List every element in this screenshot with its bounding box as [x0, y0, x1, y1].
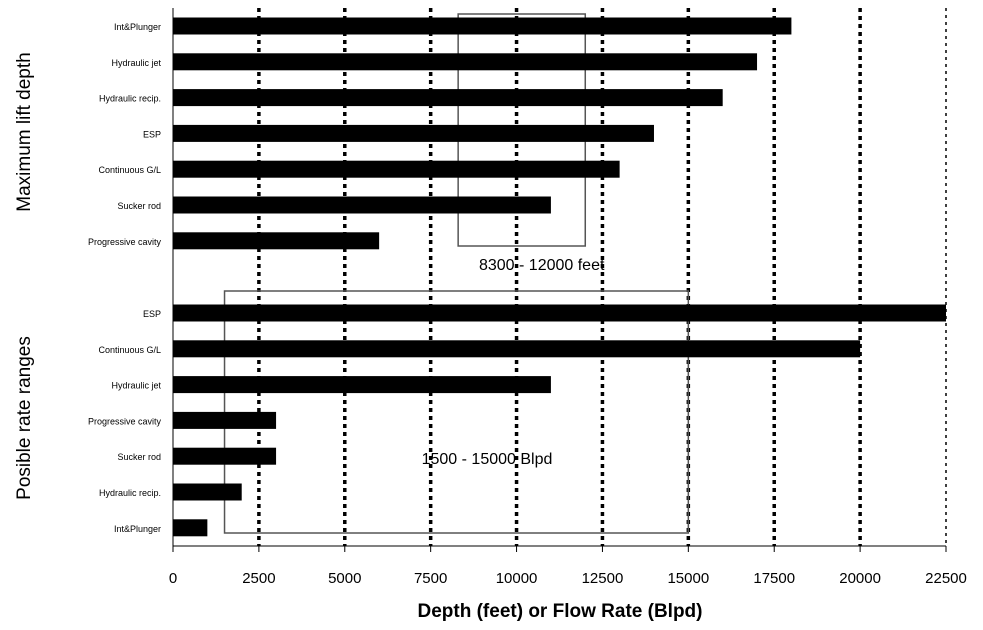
- axes: [172, 8, 947, 552]
- bar: [173, 17, 792, 35]
- category-label: Hydraulic recip.: [99, 94, 161, 104]
- x-tick-label: 15000: [667, 570, 709, 587]
- bar: [173, 376, 551, 394]
- x-tick-label: 12500: [582, 570, 624, 587]
- labels: 0 2500 5000 7500 10000 12500 15000 17500 20000 22…: [88, 22, 967, 587]
- bar: [173, 160, 620, 178]
- rate-range-label: 1500 - 15000 Blpd: [422, 451, 553, 468]
- x-axis-title: Depth (feet) or Flow Rate (Blpd): [418, 601, 703, 622]
- x-tick-label: 7500: [414, 570, 447, 587]
- bar: [173, 304, 946, 322]
- x-tick-label: 5000: [328, 570, 361, 587]
- bar: [173, 519, 208, 537]
- bar: [173, 232, 380, 250]
- y-axis-title-top: Maximum lift depth: [14, 52, 35, 211]
- category-label: Progressive cavity: [88, 237, 162, 247]
- bar: [173, 53, 758, 71]
- x-tick-label: 20000: [839, 570, 881, 587]
- category-label: Int&Plunger: [114, 22, 161, 32]
- bars: [173, 17, 946, 537]
- rate-range-box: [223, 290, 690, 534]
- category-label: ESP: [143, 129, 161, 139]
- category-label: Hydraulic jet: [111, 381, 161, 391]
- bar: [173, 447, 277, 465]
- x-tick-label: 17500: [753, 570, 795, 587]
- category-label: Continuous G/L: [98, 345, 161, 355]
- bar: [173, 483, 242, 501]
- depth-range-label: 8300 - 12000 feet: [479, 257, 605, 274]
- category-label: Sucker rod: [117, 452, 161, 462]
- x-tick-label: 0: [169, 570, 177, 587]
- category-label: Progressive cavity: [88, 416, 162, 426]
- bar: [173, 89, 723, 107]
- y-axis-title-bottom: Posible rate ranges: [14, 336, 35, 500]
- category-label: Continuous G/L: [98, 165, 161, 175]
- category-label: Hydraulic jet: [111, 58, 161, 68]
- bar: [173, 196, 551, 214]
- category-label: Sucker rod: [117, 201, 161, 211]
- grid-lines: [257, 8, 947, 546]
- bar: [173, 411, 277, 429]
- category-label: Hydraulic recip.: [99, 488, 161, 498]
- category-label: ESP: [143, 309, 161, 319]
- x-tick-label: 2500: [242, 570, 275, 587]
- bar: [173, 340, 861, 358]
- category-label: Int&Plunger: [114, 524, 161, 534]
- x-tick-label: 10000: [496, 570, 538, 587]
- x-tick-label: 22500: [925, 570, 967, 587]
- bar: [173, 124, 654, 142]
